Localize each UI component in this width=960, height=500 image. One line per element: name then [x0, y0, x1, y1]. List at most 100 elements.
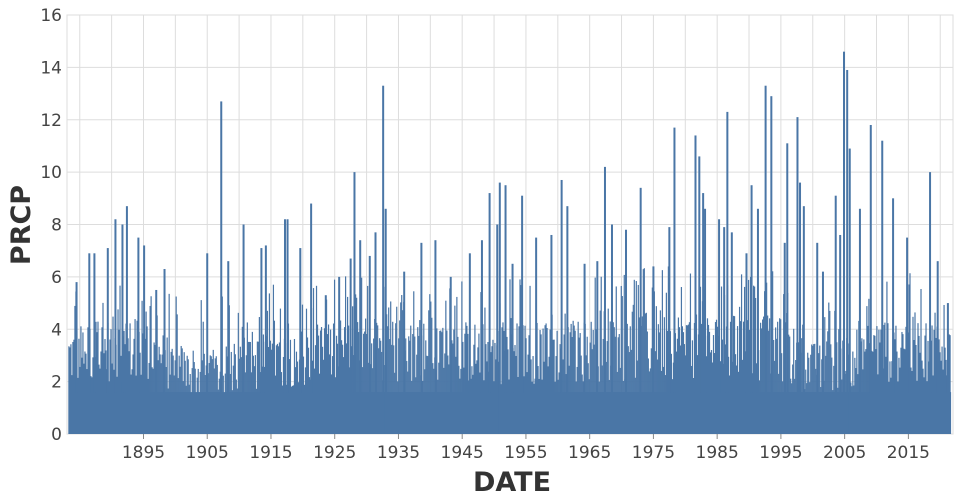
precipitation-bars: [68, 51, 952, 435]
precip-spike: [420, 242, 423, 434]
precip-bar: [153, 342, 155, 434]
precip-bar: [316, 324, 319, 434]
precip-spike: [652, 266, 655, 434]
precip-bar: [389, 339, 391, 434]
precip-bar: [378, 348, 380, 434]
precip-bar: [746, 320, 749, 434]
precip-spike: [906, 237, 909, 434]
precip-bar: [149, 305, 151, 434]
precip-bar: [903, 348, 905, 434]
precip-bar: [519, 279, 521, 434]
precip-spike: [93, 253, 96, 434]
precip-bar: [402, 310, 404, 434]
precip-spike: [745, 253, 748, 434]
precip-bar: [256, 341, 258, 434]
precip-bar: [74, 305, 76, 434]
precip-bar: [895, 325, 897, 434]
precip-bar: [754, 286, 756, 434]
precip-bar: [637, 284, 639, 434]
precip-bar: [110, 329, 112, 434]
precip-spike: [349, 258, 352, 434]
x-tick-label: 1995: [759, 443, 802, 463]
precip-bar: [355, 294, 357, 434]
precip-bar: [417, 327, 419, 434]
precip-bar: [650, 348, 652, 434]
precip-bar: [305, 308, 308, 434]
precip-spike: [121, 224, 124, 434]
precip-spike: [821, 271, 824, 434]
precip-bar: [390, 301, 392, 434]
precip-bar: [270, 349, 273, 434]
precip-bar: [507, 349, 509, 434]
precip-bar: [579, 333, 581, 434]
precip-bar: [724, 344, 727, 434]
precip-bar: [549, 329, 551, 434]
precip-bar: [109, 339, 111, 434]
precip-bar: [826, 341, 828, 434]
precip-bar: [944, 347, 946, 434]
precip-bar: [418, 335, 420, 434]
precip-bar: [335, 335, 338, 434]
precip-bar: [655, 306, 657, 434]
precip-bar: [693, 322, 696, 434]
precip-spike: [583, 263, 586, 434]
precip-bar: [117, 309, 119, 434]
precip-bar: [720, 286, 723, 434]
precip-spike: [227, 261, 230, 434]
precip-bar: [451, 340, 453, 434]
precip-bar: [715, 319, 718, 434]
precip-spike: [668, 227, 671, 434]
precip-spike: [566, 206, 569, 434]
precip-bar: [376, 322, 378, 434]
precip-bar: [700, 323, 703, 434]
precip-bar: [69, 347, 71, 434]
precip-spike: [353, 172, 356, 434]
precip-bar: [880, 329, 882, 434]
precip-bar: [314, 345, 317, 434]
precip-bar: [620, 285, 622, 434]
precip-bar: [651, 287, 653, 434]
precip-bar: [154, 344, 156, 434]
precip-bar: [780, 319, 782, 434]
precip-bar: [323, 328, 326, 434]
precip-spike: [834, 195, 837, 434]
precip-bar: [70, 344, 72, 434]
precip-bar: [202, 321, 204, 434]
y-tick-label: 14: [40, 58, 62, 78]
precip-bar: [577, 321, 579, 434]
precip-bar: [332, 323, 335, 434]
precip-bar: [395, 323, 397, 434]
precip-spike: [730, 232, 733, 434]
precip-bar: [878, 329, 880, 434]
precip-bar: [773, 339, 775, 434]
precip-bar: [802, 324, 804, 434]
precip-bar: [666, 330, 668, 434]
precip-bar: [876, 326, 878, 434]
precip-bar: [814, 343, 816, 434]
precip-bar: [516, 323, 518, 434]
precip-bar: [524, 325, 526, 434]
precip-bar: [613, 327, 615, 434]
precip-bar: [545, 323, 547, 434]
precip-bar: [518, 326, 520, 434]
precip-bar: [564, 313, 566, 434]
precip-bar: [442, 327, 444, 434]
precip-bar: [879, 342, 881, 434]
precip-spike: [163, 269, 166, 434]
precip-spike: [946, 303, 949, 434]
precip-bar: [445, 300, 447, 434]
precip-spike: [723, 227, 726, 434]
precip-bar: [271, 343, 274, 434]
x-axis-title: DATE: [473, 467, 551, 498]
precip-bar: [659, 310, 661, 434]
precip-bar: [934, 312, 936, 434]
precip-bar: [268, 293, 271, 434]
precip-bar: [842, 340, 844, 434]
precip-bar: [388, 307, 390, 434]
precip-bar: [798, 342, 800, 434]
precip-bar: [699, 286, 702, 434]
precip-bar: [408, 336, 410, 434]
precip-bar: [473, 344, 475, 434]
precip-bar: [642, 269, 644, 434]
precip-bar: [593, 344, 595, 434]
